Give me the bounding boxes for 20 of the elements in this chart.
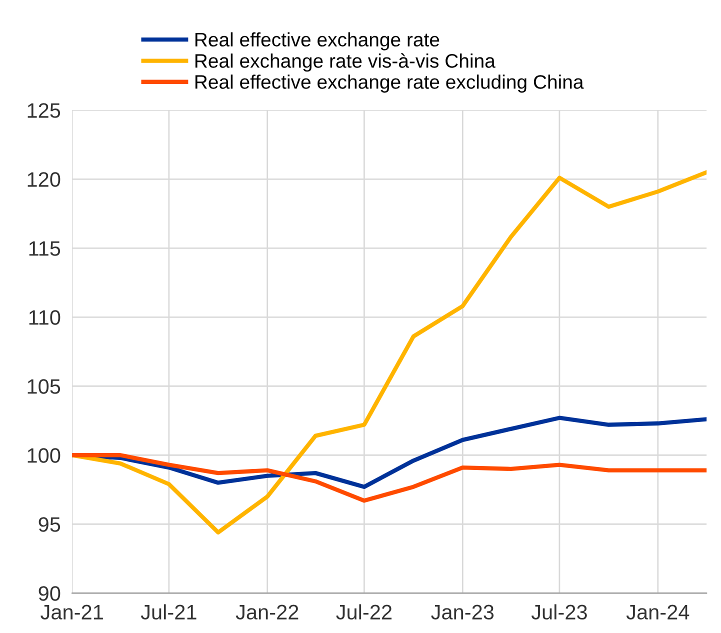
y-tick-label: 105 <box>28 379 60 394</box>
y-tick-label: 100 <box>28 448 60 463</box>
y-tick-label: 125 <box>28 103 60 118</box>
y-tick-label: 120 <box>28 172 60 187</box>
line-series <box>72 170 707 534</box>
y-tick-label: 115 <box>29 241 60 256</box>
y-tick-label: 110 <box>29 310 60 325</box>
line-series <box>72 453 707 503</box>
x-tick-label: Jul-23 <box>531 604 587 620</box>
x-tick-label: Jan-23 <box>431 604 494 620</box>
legend-label: Real exchange rate vis-à-vis China <box>195 53 496 72</box>
legend-label: Real effective exchange rate excluding China <box>195 74 584 93</box>
x-tick-label: Jan-21 <box>40 604 103 620</box>
y-tick-label: 95 <box>38 517 60 532</box>
y-tick-label: 90 <box>38 586 60 601</box>
legend-label: Real effective exchange rate <box>195 32 440 50</box>
x-tick-label: Jul-22 <box>336 604 392 620</box>
x-tick-label: Jan-22 <box>236 604 298 620</box>
x-tick-label: Jul-21 <box>140 604 196 620</box>
x-tick-label: Jan-24 <box>626 604 690 620</box>
